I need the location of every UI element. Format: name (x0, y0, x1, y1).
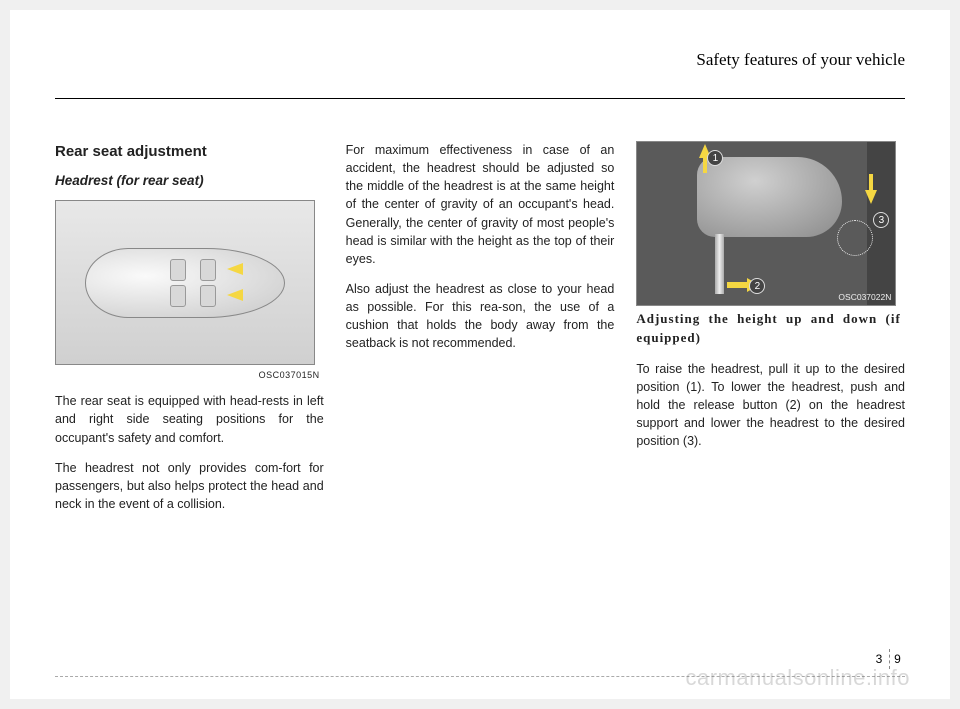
col2-paragraph-1: For maximum effectiveness in case of an … (346, 141, 615, 268)
manual-page: Safety features of your vehicle Rear sea… (10, 10, 950, 699)
arrow-icon (227, 263, 243, 275)
figure-rear-seat-diagram (55, 200, 315, 365)
col1-subheading: Headrest (for rear seat) (55, 171, 324, 191)
content-columns: Rear seat adjustment Headrest (for rear … (55, 141, 905, 525)
col1-paragraph-1: The rear seat is equipped with head-rest… (55, 392, 324, 446)
watermark-text: carmanualsonline.info (685, 665, 910, 691)
header-title: Safety features of your vehicle (55, 50, 905, 70)
marker-2: 2 (749, 278, 765, 294)
figure-headrest-adjustment: 1 2 3 OSC037022N (636, 141, 896, 306)
seat-icon (200, 259, 216, 281)
column-3: 1 2 3 OSC037022N Adjusting the height up… (636, 141, 905, 525)
col1-heading: Rear seat adjustment (55, 141, 324, 163)
figure-2-caption: OSC037022N (838, 291, 891, 303)
arrow-right-icon (727, 282, 749, 288)
arrow-down-icon (865, 190, 877, 204)
col3-paragraph-1: To raise the headrest, pull it up to the… (636, 360, 905, 451)
seat-icon (170, 259, 186, 281)
figure-1-caption: OSC037015N (55, 369, 320, 382)
col2-paragraph-2: Also adjust the headrest as close to you… (346, 280, 615, 353)
seat-icon (200, 285, 216, 307)
column-1: Rear seat adjustment Headrest (for rear … (55, 141, 324, 525)
headrest-post-icon (715, 234, 724, 294)
car-body-outline (85, 248, 285, 318)
car-top-view-icon (85, 233, 285, 333)
header-rule (55, 98, 905, 99)
headrest-icon (697, 157, 842, 237)
col1-paragraph-2: The headrest not only provides com-fort … (55, 459, 324, 513)
arrow-icon (227, 289, 243, 301)
column-2: For maximum effectiveness in case of an … (346, 141, 615, 525)
col3-heading: Adjusting the height up and down (if equ… (636, 310, 905, 348)
seat-icon (170, 285, 186, 307)
